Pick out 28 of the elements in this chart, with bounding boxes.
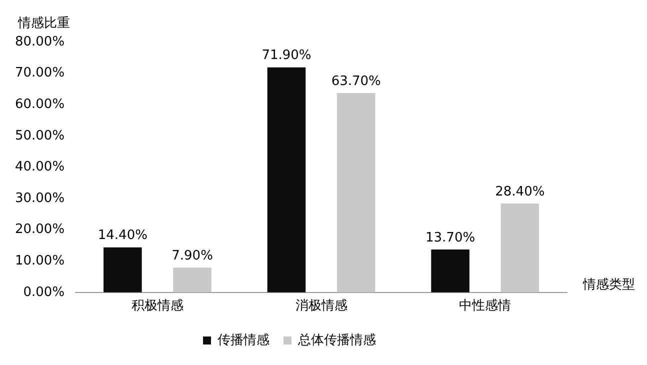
data-label: 71.90% xyxy=(262,48,312,64)
x-axis-title: 情感类型 xyxy=(582,277,635,292)
y-tick-label: 40.00% xyxy=(14,160,65,175)
x-tick-label: 消极情感 xyxy=(295,298,348,314)
bar xyxy=(336,93,376,292)
x-tick-label: 积极情感 xyxy=(131,298,184,314)
x-tick-label: 中性感情 xyxy=(459,298,512,314)
y-tick-label: 70.00% xyxy=(14,66,65,81)
y-tick-label: 30.00% xyxy=(14,190,65,206)
data-label: 28.40% xyxy=(495,184,545,200)
y-tick-label: 60.00% xyxy=(14,96,65,112)
y-tick-label: 10.00% xyxy=(14,253,65,268)
y-tick-label: 80.00% xyxy=(14,34,65,50)
bar xyxy=(431,250,470,292)
data-label: 13.70% xyxy=(425,230,476,246)
y-tick-label: 50.00% xyxy=(14,128,65,144)
bar xyxy=(104,247,142,292)
bar xyxy=(173,268,212,292)
data-label: 7.90% xyxy=(172,248,213,264)
y-tick-label: 20.00% xyxy=(14,222,65,238)
y-tick-label: 0.00% xyxy=(23,284,65,300)
data-label: 14.40% xyxy=(98,228,148,244)
data-label: 63.70% xyxy=(331,74,381,89)
bar xyxy=(500,204,540,292)
legend-label: 总体传播情感 xyxy=(297,332,376,348)
bar xyxy=(267,67,306,292)
legend-label: 传播情感 xyxy=(218,332,270,348)
y-axis-title: 情感比重 xyxy=(17,16,70,31)
